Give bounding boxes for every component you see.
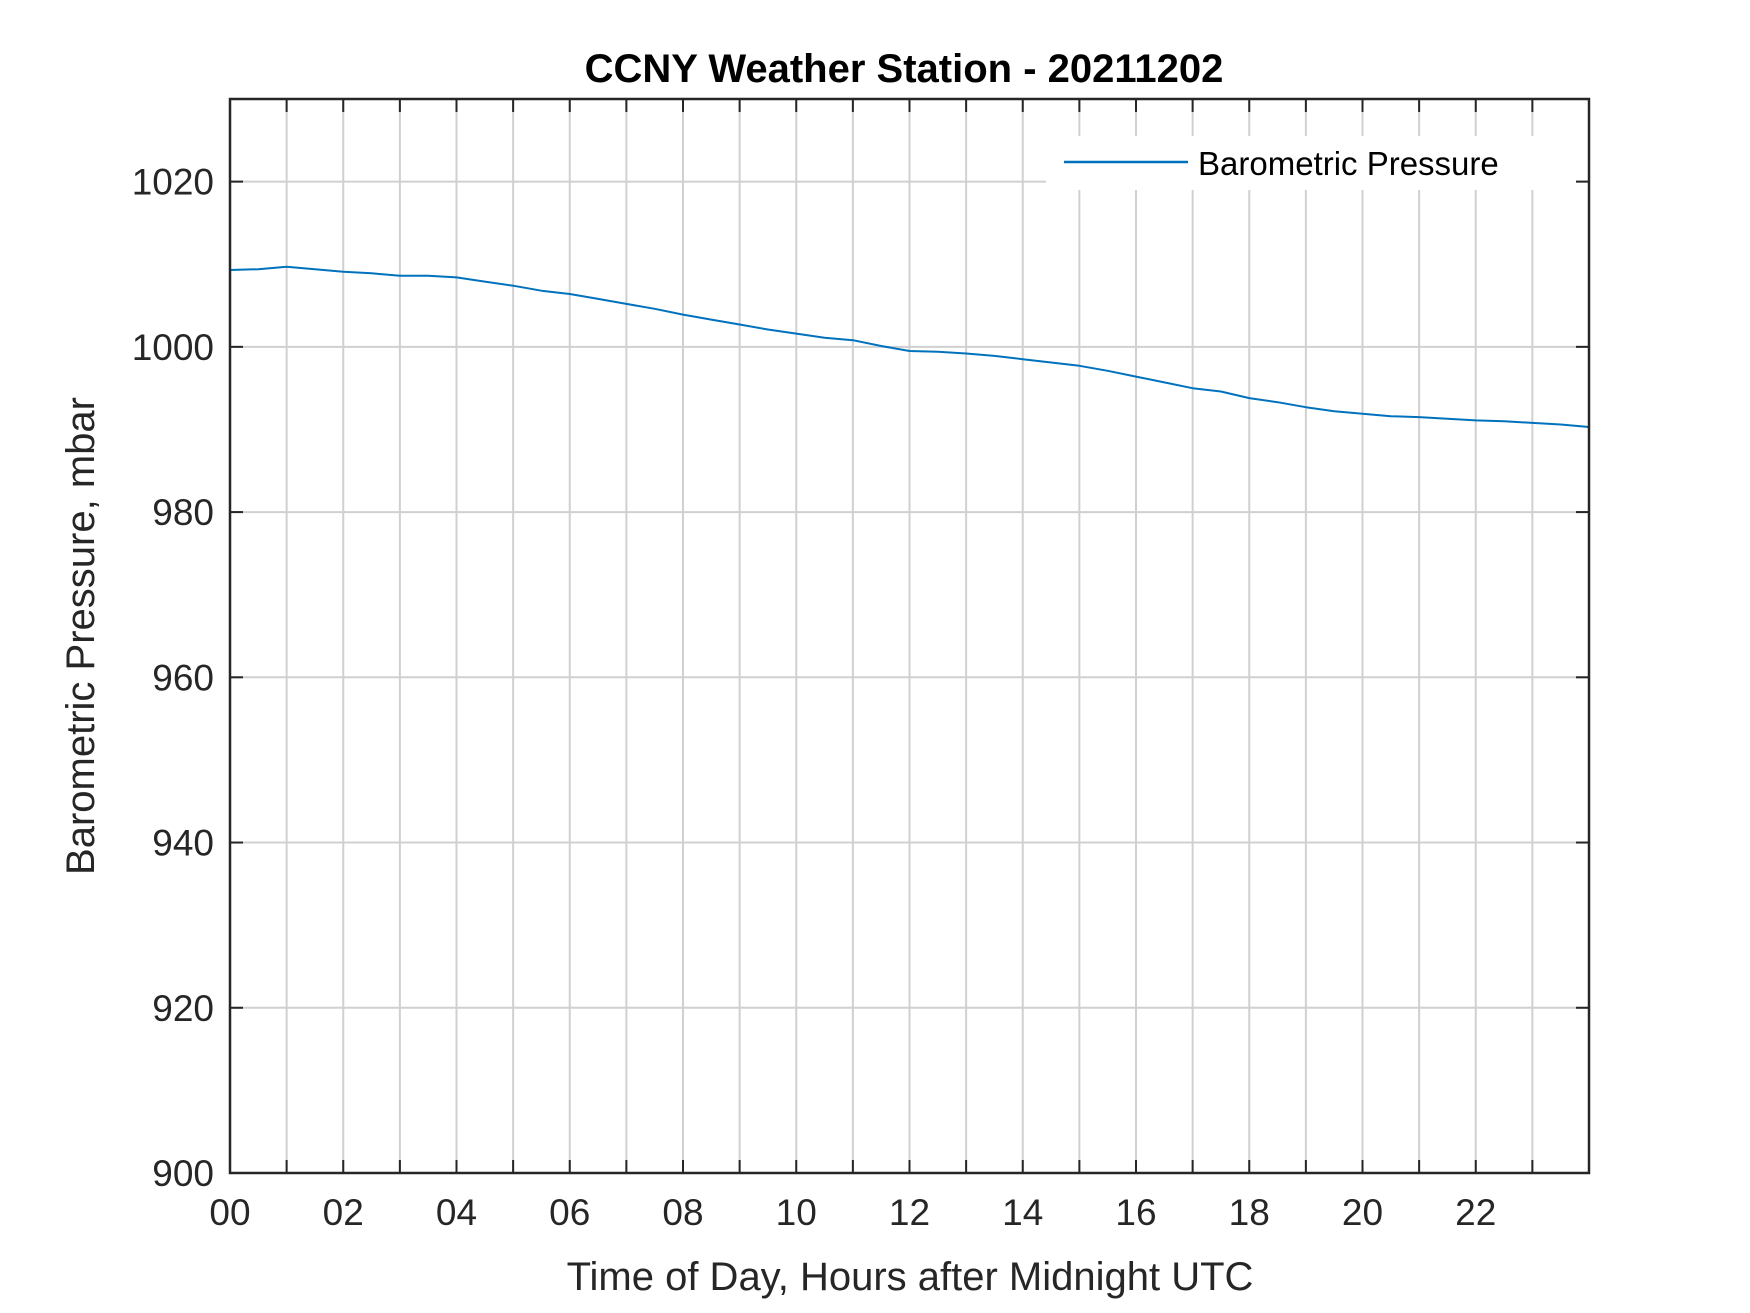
grid-lines — [230, 99, 1589, 1174]
y-tick-label: 940 — [152, 823, 214, 864]
y-tick-label: 980 — [152, 492, 214, 533]
y-axis-label: Barometric Pressure, mbar — [59, 397, 103, 875]
tick-labels: 00 02 04 06 08 10 12 14 16 18 20 22 900 920 940 960 980 1… — [132, 162, 1497, 1233]
x-tick-label: 10 — [776, 1192, 817, 1233]
x-tick-label: 12 — [889, 1192, 930, 1233]
x-tick-label: 14 — [1002, 1192, 1043, 1233]
y-tick-label: 1000 — [132, 327, 214, 368]
x-tick-label: 02 — [323, 1192, 364, 1233]
x-tick-label: 08 — [662, 1192, 703, 1233]
legend: Barometric Pressure — [1046, 136, 1576, 190]
chart-title: CCNY Weather Station - 20211202 — [585, 47, 1224, 91]
x-tick-label: 22 — [1455, 1192, 1496, 1233]
y-tick-label: 920 — [152, 988, 214, 1029]
y-tick-label: 960 — [152, 657, 214, 698]
y-tick-label: 1020 — [132, 162, 214, 203]
x-tick-label: 04 — [436, 1192, 477, 1233]
x-tick-label: 06 — [549, 1192, 590, 1233]
x-axis-label: Time of Day, Hours after Midnight UTC — [567, 1255, 1254, 1299]
x-tick-label: 00 — [209, 1192, 250, 1233]
x-tick-label: 16 — [1115, 1192, 1156, 1233]
x-tick-label: 18 — [1229, 1192, 1270, 1233]
legend-label-barometric-pressure: Barometric Pressure — [1198, 145, 1499, 182]
series-layer — [229, 265, 1590, 428]
series-line-barometric-pressure — [229, 265, 1590, 428]
y-tick-label: 900 — [152, 1153, 214, 1194]
tick-marks — [229, 99, 1590, 1174]
x-tick-label: 20 — [1342, 1192, 1383, 1233]
